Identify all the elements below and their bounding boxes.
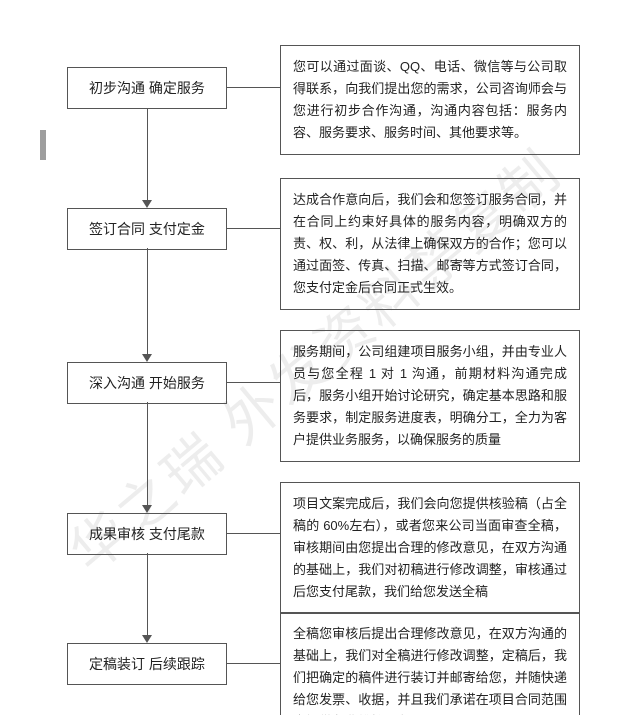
arrow-shaft [147, 553, 148, 635]
arrow-head-icon [142, 200, 152, 208]
desc-box-1: 您可以通过面谈、QQ、电话、微信等与公司取得联系，向我们提出您的需求，公司咨询师… [280, 45, 580, 155]
desc-box-4: 项目文案完成后，我们会向您提供核验稿（占全稿的 60%左右），或者您来公司当面审… [280, 482, 580, 614]
connector-line [227, 228, 280, 229]
step-title: 签订合同 支付定金 [89, 221, 205, 237]
desc-text: 您可以通过面谈、QQ、电话、微信等与公司取得联系，向我们提出您的需求，公司咨询师… [293, 59, 567, 140]
arrow-head-icon [142, 635, 152, 643]
step-title: 初步沟通 确定服务 [89, 80, 205, 96]
desc-box-3: 服务期间，公司组建项目服务小组，并由专业人员与您全程 1 对 1 沟通，前期材料… [280, 330, 580, 462]
connector-line [227, 87, 280, 88]
arrow-head-icon [142, 505, 152, 513]
arrow-shaft [147, 402, 148, 505]
desc-text: 项目文案完成后，我们会向您提供核验稿（占全稿的 60%左右），或者您来公司当面审… [293, 496, 567, 599]
desc-text: 全稿您审核后提出合理修改意见，在双方沟通的基础上，我们对全稿进行修改调整，定稿后… [293, 626, 567, 715]
arrow-shaft [147, 108, 148, 200]
desc-text: 达成合作意向后，我们会和您签订服务合同，并在合同上约束好具体的服务内容，明确双方… [293, 192, 567, 295]
desc-text: 服务期间，公司组建项目服务小组，并由专业人员与您全程 1 对 1 沟通，前期材料… [293, 344, 567, 447]
connector-line [227, 382, 280, 383]
connector-line [227, 533, 280, 534]
step-box-5: 定稿装订 后续跟踪 [67, 643, 227, 685]
step-title: 成果审核 支付尾款 [89, 526, 205, 542]
step-box-1: 初步沟通 确定服务 [67, 67, 227, 109]
desc-box-5: 全稿您审核后提出合理修改意见，在双方沟通的基础上，我们对全稿进行修改调整，定稿后… [280, 612, 580, 715]
step-title: 深入沟通 开始服务 [89, 375, 205, 391]
step-box-3: 深入沟通 开始服务 [67, 362, 227, 404]
arrow-head-icon [142, 354, 152, 362]
desc-box-2: 达成合作意向后，我们会和您签订服务合同，并在合同上约束好具体的服务内容，明确双方… [280, 178, 580, 310]
step-title: 定稿装订 后续跟踪 [89, 656, 205, 672]
connector-line [227, 663, 280, 664]
step-box-4: 成果审核 支付尾款 [67, 513, 227, 555]
step-box-2: 签订合同 支付定金 [67, 208, 227, 250]
arrow-shaft [147, 248, 148, 354]
text-cursor [40, 130, 46, 160]
